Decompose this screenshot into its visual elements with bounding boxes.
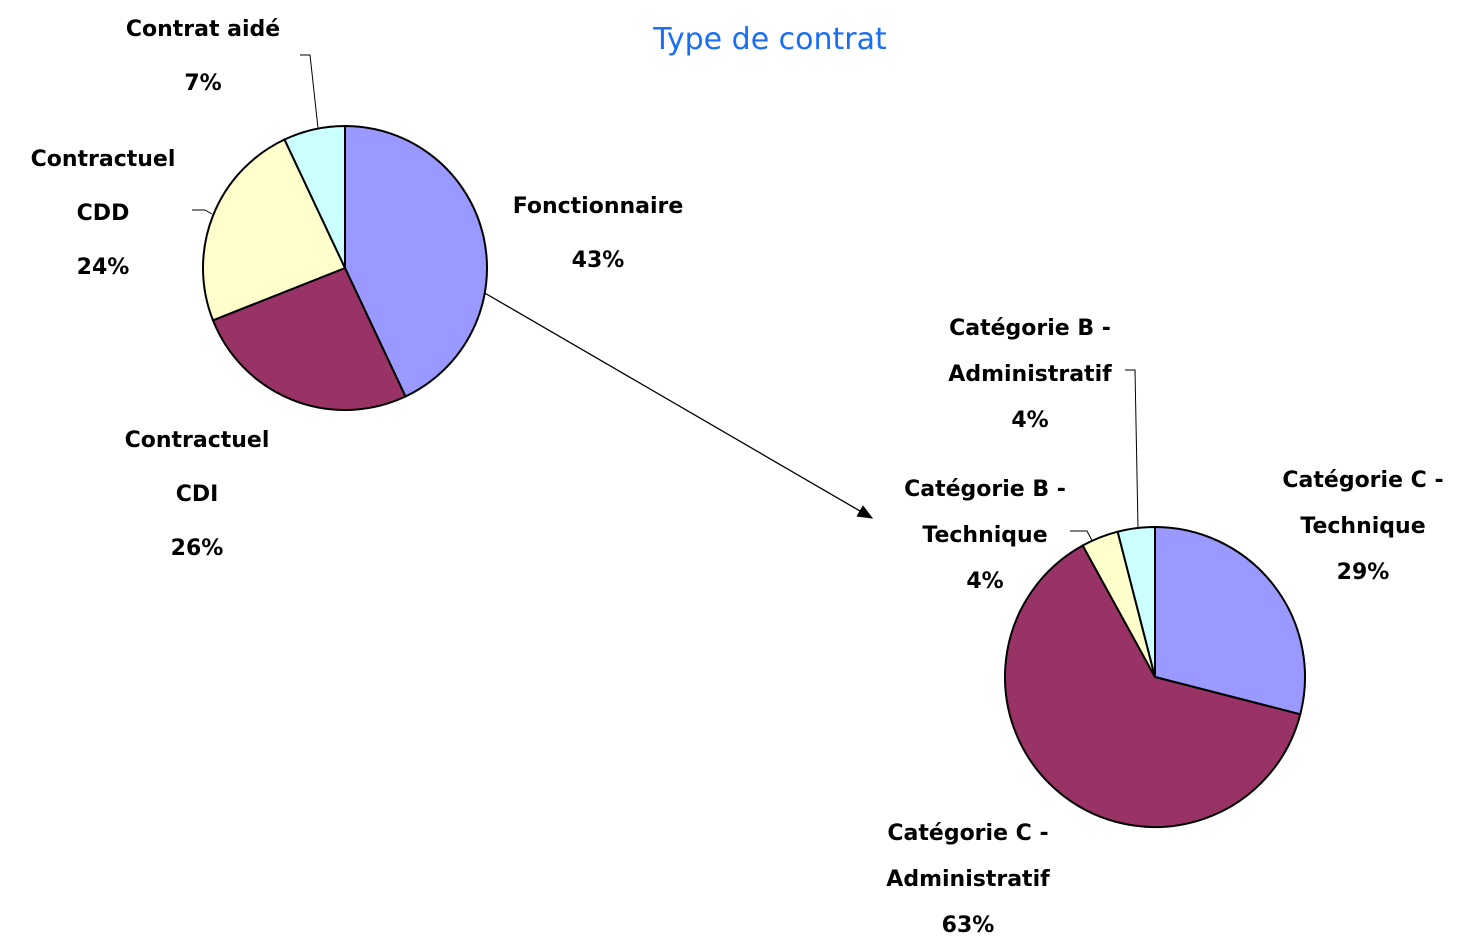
value-label: 4% — [966, 569, 1004, 594]
slice-label: Fonctionnaire 43% — [468, 180, 728, 288]
category-label: Fonctionnaire — [512, 194, 684, 219]
pie-slice — [1154, 525, 1306, 716]
category-label: Catégorie C - Technique — [1282, 468, 1444, 539]
pie-slice — [283, 124, 346, 269]
slice-label: Catégorie B - Administratif 4% — [930, 306, 1130, 444]
pie-slice — [1004, 544, 1302, 828]
slice-label: Contractuel CDD 24% — [18, 133, 188, 295]
value-label: 24% — [76, 255, 130, 280]
slice-label: Catégorie C - Administratif 63% — [868, 811, 1068, 949]
category-label: Contractuel CDD — [30, 147, 176, 226]
value-label: 4% — [1011, 408, 1049, 433]
slice-label: Contrat aidé 7% — [93, 3, 313, 111]
pie-slice — [1116, 525, 1156, 678]
slice-label: Catégorie C - Technique 29% — [1278, 458, 1448, 596]
category-label: Contractuel CDI — [124, 428, 270, 507]
pie-slice — [202, 138, 347, 322]
pie-slice — [211, 266, 407, 411]
slice-label: Catégorie B - Technique 4% — [895, 467, 1075, 605]
category-label: Catégorie B - Technique — [904, 477, 1066, 548]
value-label: 43% — [571, 248, 625, 273]
chart-title: Type de contrat — [653, 22, 887, 57]
category-label: Catégorie B - Administratif — [948, 316, 1112, 387]
value-label: 26% — [170, 536, 224, 561]
leader-line — [300, 54, 319, 129]
value-label: 63% — [941, 913, 995, 938]
category-label: Contrat aidé — [125, 17, 281, 42]
pie-slice — [344, 124, 488, 398]
value-label: 7% — [184, 71, 222, 96]
leader-line — [192, 209, 213, 215]
leader-line — [1125, 369, 1139, 529]
value-label: 29% — [1336, 560, 1390, 585]
category-label: Catégorie C - Administratif — [886, 821, 1050, 892]
arrow — [482, 291, 874, 519]
slice-label: Contractuel CDI 26% — [112, 414, 282, 576]
